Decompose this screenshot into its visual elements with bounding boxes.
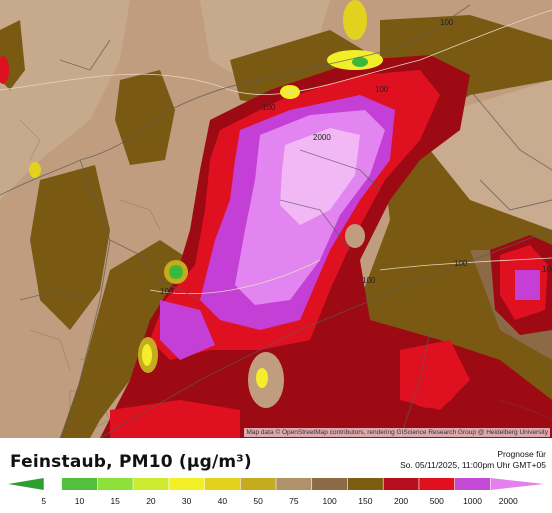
concentration-zone-peak: [280, 128, 360, 225]
scale-segment: [204, 478, 241, 490]
forecast-info: Prognose für So. 05/11/2025, 11:00pm Uhr…: [400, 449, 546, 471]
scale-tick-label: 75: [289, 496, 299, 506]
concentration-zone-5: [169, 265, 183, 279]
contour-line: [379, 257, 552, 271]
scale-segment: [240, 478, 277, 490]
scale-segment: [347, 478, 384, 490]
map-attribution[interactable]: Map data © OpenStreetMap contributors, r…: [244, 428, 550, 437]
concentration-zone-100: [30, 165, 110, 330]
concentration-zone-30: [256, 368, 268, 388]
scale-arrow-high: [490, 478, 544, 490]
legend-title: Feinstaub, PM10 (µg/m³): [10, 452, 252, 472]
scale-segment: [418, 478, 456, 490]
concentration-zone-500: [400, 352, 460, 408]
scale-tick-label: 2000: [499, 496, 518, 506]
contour-label: 100: [362, 276, 376, 285]
contour-label: 100: [262, 103, 276, 112]
scale-tick-label: 40: [218, 496, 228, 506]
contour-label: 2000: [313, 133, 331, 142]
concentration-zone-500: [110, 400, 240, 438]
country-borders: [0, 4, 552, 438]
contour-line: [0, 9, 552, 95]
concentration-zone-100: [115, 70, 175, 165]
concentration-zone-10: [352, 57, 368, 67]
scale-tick-label: 100: [323, 496, 337, 506]
scale-segment: [383, 478, 420, 490]
scale-tick-label: 500: [430, 496, 444, 506]
forecast-label: Prognose für: [497, 449, 546, 459]
scale-segment: [454, 478, 491, 490]
concentration-zone-75: [345, 224, 365, 248]
pm10-map[interactable]: 100 100 100 2000 100 100 100 100: [0, 0, 552, 438]
concentration-zone-100: [60, 240, 190, 438]
map-canvas: 100 100 100 2000 100 100 100 100: [0, 0, 552, 438]
contour-label: 100: [542, 265, 552, 274]
scale-tick-label: 15: [110, 496, 120, 506]
contour-line: [149, 259, 321, 295]
scale-segment: [97, 478, 134, 490]
contour-label: 100: [454, 259, 468, 268]
legend-panel: [0, 438, 552, 513]
scale-tick-label: 5: [41, 496, 46, 506]
scale-tick-label: 10: [75, 496, 85, 506]
concentration-zone-500: [0, 56, 9, 84]
scale-segment: [276, 478, 313, 490]
scale-segment: [61, 478, 98, 490]
scale-segment: [168, 478, 206, 490]
scale-tick-label: 30: [182, 496, 192, 506]
concentration-zone-1000: [160, 300, 215, 360]
concentration-zone-30: [142, 344, 152, 366]
scale-tick-label: 150: [358, 496, 372, 506]
scale-tick-label: 1000: [463, 496, 482, 506]
scale-arrow-low: [8, 478, 44, 490]
forecast-time: So. 05/11/2025, 11:00pm Uhr GMT+05: [400, 460, 546, 470]
scale-segment: [311, 478, 348, 490]
concentration-zone-40: [343, 0, 367, 40]
contour-label: 100: [440, 18, 454, 27]
concentration-zone-40: [29, 162, 41, 178]
concentration-zone-1000: [515, 270, 540, 300]
scale-tick-label: 200: [394, 496, 408, 506]
regional-borders: [19, 119, 552, 431]
concentration-zone-30: [280, 85, 300, 99]
scale-segment: [133, 478, 170, 490]
contour-label: 100: [160, 287, 174, 296]
contour-label: 100: [375, 85, 389, 94]
scale-tick-label: 50: [253, 496, 263, 506]
concentration-zone-50: [0, 0, 130, 200]
color-scale: 5 10 15 20 30 40 50 75 100 150 200 500 1000 2000: [8, 478, 544, 506]
scale-tick-label: 20: [146, 496, 156, 506]
